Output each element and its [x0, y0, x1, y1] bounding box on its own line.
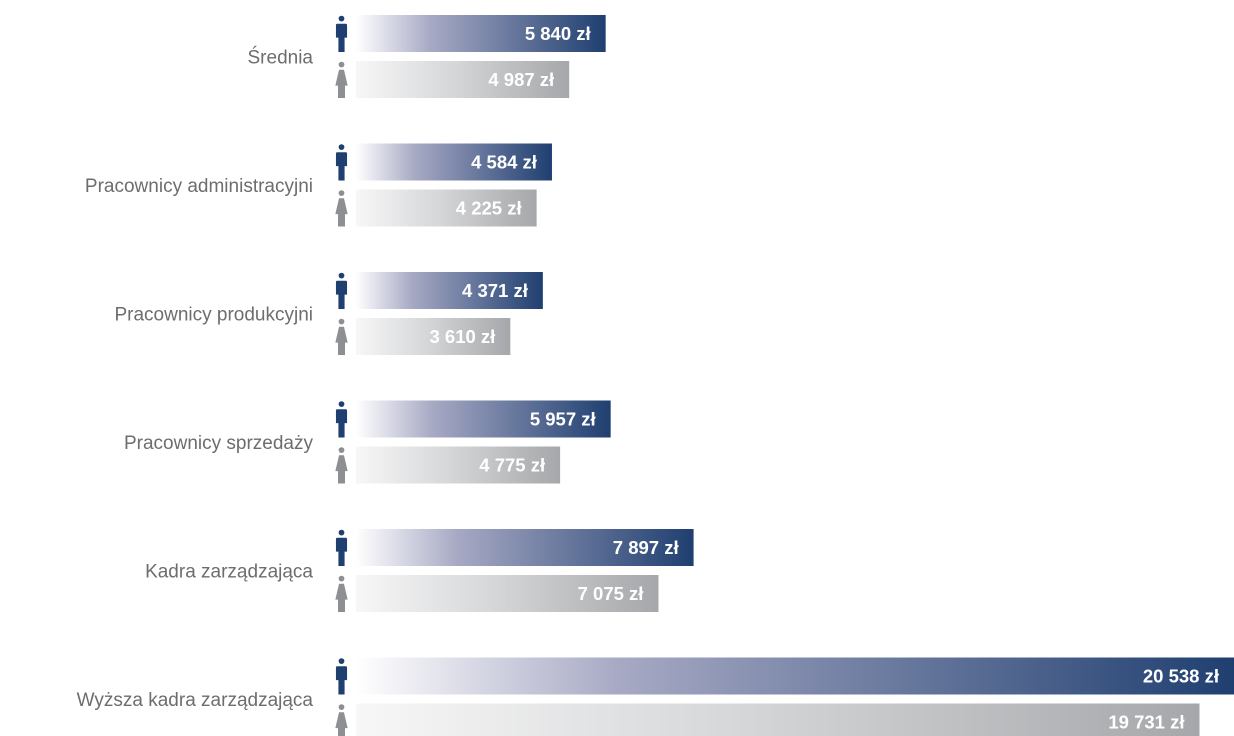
male-figure-icon: [335, 15, 348, 52]
female-figure-icon: [335, 318, 348, 355]
female-figure-icon: [335, 704, 348, 736]
category-row: Średnia 5 840 zł 4 987 zł: [248, 15, 606, 98]
value-label: 19 731 zł: [1108, 712, 1184, 733]
bar-female: [356, 575, 659, 612]
male-figure-icon: [335, 529, 348, 566]
category-row: Wyższa kadra zarządzająca 20 538 zł 19 731…: [77, 657, 1234, 736]
female-figure-icon: [335, 575, 348, 612]
category-label: Pracownicy produkcyjni: [114, 305, 313, 326]
female-figure-icon: [335, 61, 348, 98]
value-label: 5 957 zł: [530, 409, 596, 430]
female-figure-icon: [335, 447, 348, 484]
value-label: 5 840 zł: [525, 23, 591, 44]
bar-male: [356, 15, 606, 52]
bar-female: [356, 189, 537, 227]
category-row: Pracownicy administracyjni 4 584 zł 4 225 …: [85, 143, 552, 227]
category-label: Średnia: [248, 47, 314, 69]
bar-male: [356, 529, 694, 566]
male-figure-icon: [335, 401, 348, 438]
value-label: 7 075 zł: [578, 583, 644, 604]
bar-male: [356, 272, 543, 309]
category-row: Kadra zarządzająca 7 897 zł 7 075 zł: [145, 529, 694, 612]
bar-male: [356, 657, 1234, 695]
bar-female: [356, 703, 1200, 736]
category-label: Kadra zarządzająca: [145, 562, 313, 583]
bar-female: [356, 318, 511, 355]
category-label: Pracownicy administracyjni: [85, 176, 313, 197]
value-label: 20 538 zł: [1143, 666, 1219, 687]
category-label: Pracownicy sprzedaży: [124, 433, 314, 454]
female-figure-icon: [335, 190, 348, 227]
value-label: 4 371 zł: [462, 280, 528, 301]
bar-female: [356, 61, 570, 98]
bar-male: [356, 143, 552, 181]
value-label: 4 225 zł: [456, 198, 522, 219]
male-figure-icon: [335, 144, 348, 181]
value-label: 4 584 zł: [471, 152, 537, 173]
value-label: 7 897 zł: [613, 537, 679, 558]
category-row: Pracownicy produkcyjni 4 371 zł 3 610 zł: [114, 272, 543, 355]
bar-male: [356, 400, 611, 438]
category-label: Wyższa kadra zarządzająca: [77, 690, 314, 711]
male-figure-icon: [335, 658, 348, 695]
value-label: 4 775 zł: [479, 455, 545, 476]
value-label: 4 987 zł: [488, 69, 554, 90]
value-label: 3 610 zł: [429, 326, 495, 347]
male-figure-icon: [335, 272, 348, 309]
bar-female: [356, 446, 561, 484]
category-row: Pracownicy sprzedaży 5 957 zł 4 775 zł: [124, 400, 611, 484]
